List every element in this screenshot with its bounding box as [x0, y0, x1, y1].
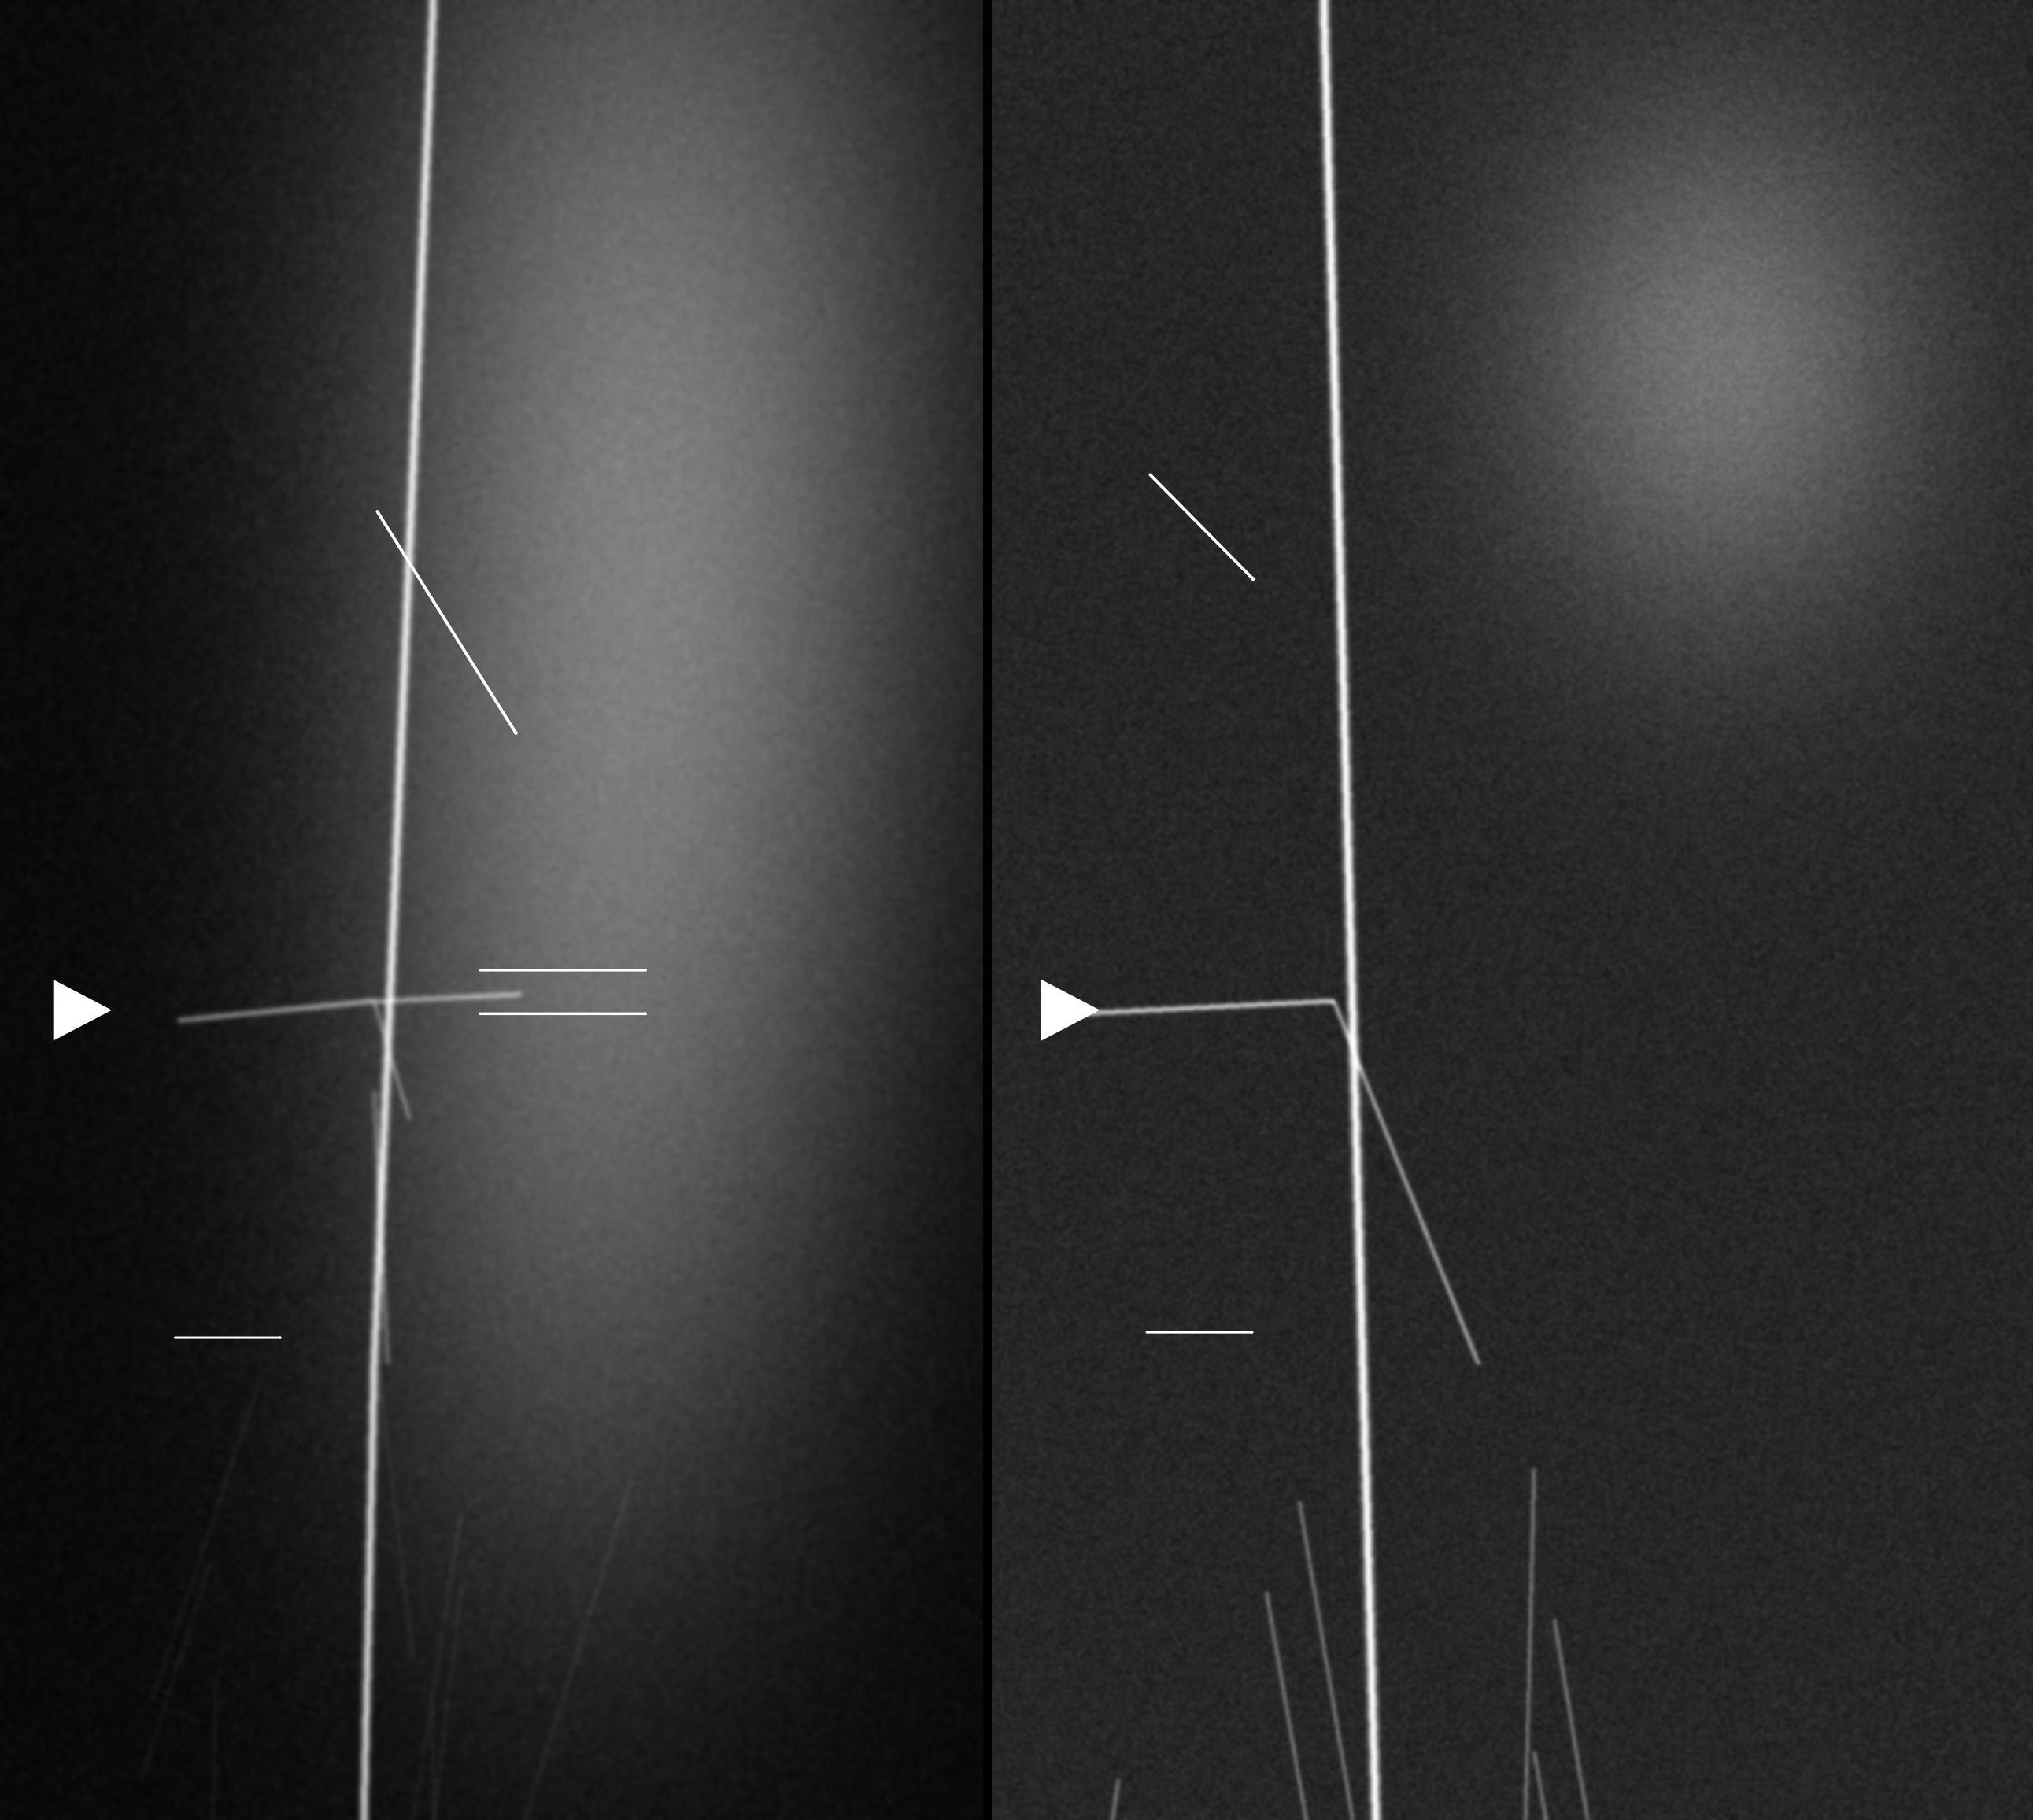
Polygon shape — [1417, 1128, 1460, 1167]
Polygon shape — [53, 979, 112, 1041]
Polygon shape — [1041, 979, 1100, 1041]
Polygon shape — [415, 1119, 457, 1158]
